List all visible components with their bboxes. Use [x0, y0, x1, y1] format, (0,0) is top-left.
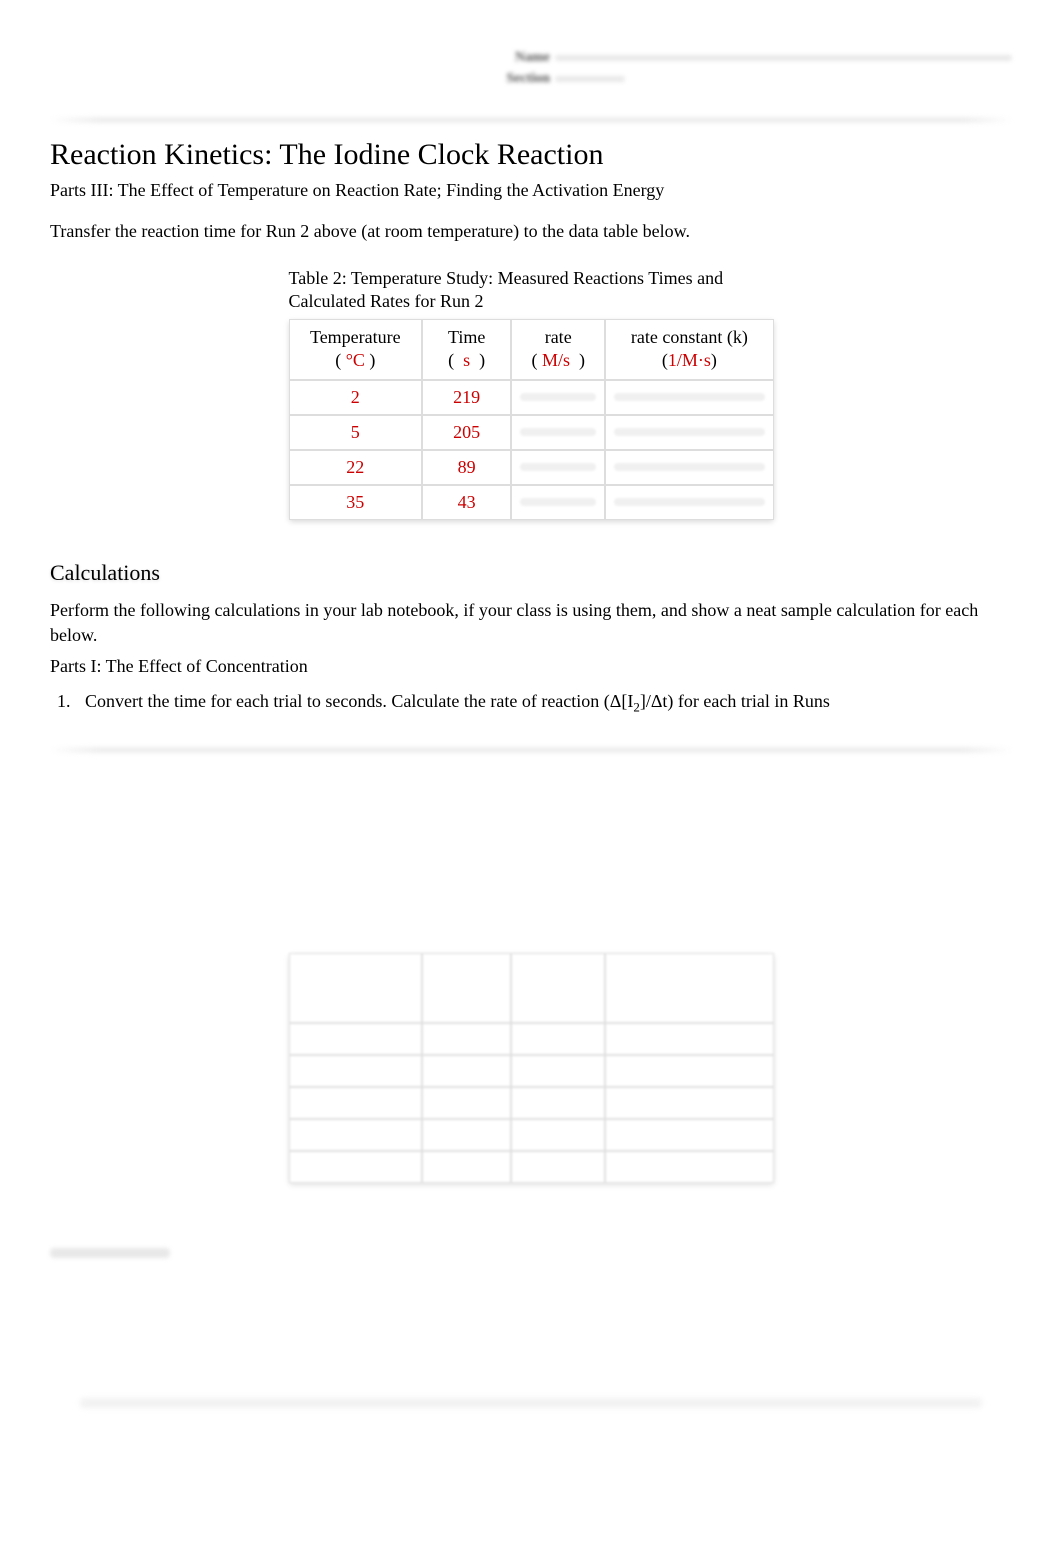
cell-temp: 35	[289, 485, 423, 520]
section-field-line[interactable]	[555, 76, 625, 82]
col-header-rate: rate ( M/s )	[511, 319, 605, 380]
data-table: Temperature ( °C ) Time ( s ) rate ( M/s…	[289, 319, 774, 520]
name-field-label: Name	[490, 50, 550, 66]
cell-k-input[interactable]	[605, 380, 773, 415]
blurred-table-section	[289, 953, 774, 1183]
cell-rate-input[interactable]	[511, 415, 605, 450]
cell-temp: 2	[289, 380, 423, 415]
table-caption: Table 2: Temperature Study: Measured Rea…	[289, 267, 774, 314]
blurred-data-table	[289, 953, 774, 1183]
page-title: Reaction Kinetics: The Iodine Clock Reac…	[50, 138, 1012, 172]
name-field-line[interactable]	[555, 55, 1012, 61]
table-wrapper: Table 2: Temperature Study: Measured Rea…	[289, 267, 774, 520]
table-row: 5 205	[289, 415, 774, 450]
table-row: 2 219	[289, 380, 774, 415]
header-fields: Name Section	[490, 50, 1012, 87]
mid-divider	[50, 747, 1012, 753]
calculations-intro: Perform the following calculations in yo…	[50, 598, 1012, 648]
blurred-bottom-text	[80, 1398, 982, 1408]
calculation-list: Convert the time for each trial to secon…	[75, 689, 1012, 717]
instruction-text: Transfer the reaction time for Run 2 abo…	[50, 221, 1012, 242]
cell-temp: 22	[289, 450, 423, 485]
part-label: Parts I: The Effect of Concentration	[50, 656, 1012, 677]
cell-time: 89	[422, 450, 511, 485]
cell-k-input[interactable]	[605, 415, 773, 450]
cell-time: 43	[422, 485, 511, 520]
col-header-time: Time ( s )	[422, 319, 511, 380]
calculations-heading: Calculations	[50, 560, 1012, 586]
blurred-heading	[50, 1248, 170, 1258]
table-row: 35 43	[289, 485, 774, 520]
cell-temp: 5	[289, 415, 423, 450]
cell-k-input[interactable]	[605, 485, 773, 520]
cell-time: 205	[422, 415, 511, 450]
table-row: 22 89	[289, 450, 774, 485]
subtitle: Parts III: The Effect of Temperature on …	[50, 180, 1012, 201]
col-header-temperature: Temperature ( °C )	[289, 319, 423, 380]
cell-rate-input[interactable]	[511, 450, 605, 485]
cell-k-input[interactable]	[605, 450, 773, 485]
col-header-rate-constant: rate constant (k) (1/M·s)	[605, 319, 773, 380]
cell-rate-input[interactable]	[511, 485, 605, 520]
cell-rate-input[interactable]	[511, 380, 605, 415]
cell-time: 219	[422, 380, 511, 415]
calc-item-1: Convert the time for each trial to secon…	[75, 689, 1012, 717]
top-divider	[50, 117, 1012, 123]
section-field-label: Section	[490, 71, 550, 87]
